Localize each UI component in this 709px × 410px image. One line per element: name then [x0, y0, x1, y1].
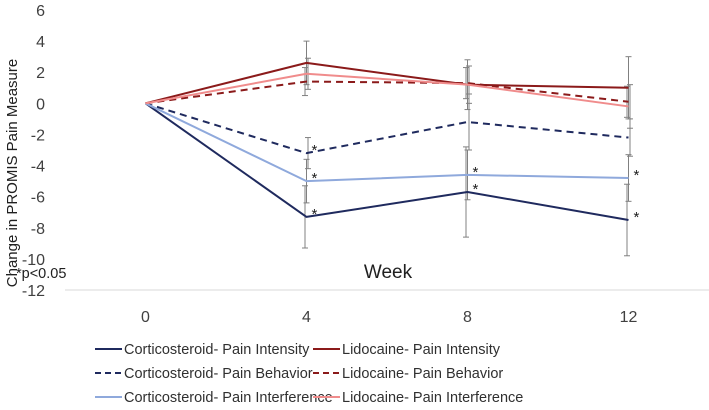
- x-tick-label: 12: [620, 309, 638, 326]
- y-tick-label: -8: [31, 221, 45, 238]
- y-tick-label: 2: [36, 65, 45, 82]
- significance-annotation: *p<0.05: [16, 266, 66, 282]
- significance-star: *: [473, 164, 479, 181]
- significance-star: *: [634, 209, 640, 226]
- x-axis-label: Week: [364, 262, 413, 283]
- error-bar: [627, 84, 633, 129]
- y-tick-label: 0: [36, 96, 45, 113]
- legend: Corticosteroid- Pain Intensity Lidocaine-…: [95, 342, 523, 406]
- y-axis: 6 4 2 0 -2 -4 -6 -8 -10 -12: [22, 3, 45, 300]
- series-line: [145, 80, 629, 105]
- significance-markers: ***** * *: [312, 142, 640, 226]
- legend-label: Corticosteroid- Pain Intensity: [124, 342, 310, 358]
- error-bar: [463, 67, 469, 100]
- legend-label: Lidocaine- Pain Behavior: [342, 366, 503, 382]
- series-line: [145, 72, 629, 108]
- legend-entry: Corticosteroid- Pain Interference: [95, 390, 333, 406]
- legend-label: Corticosteroid- Pain Behavior: [124, 366, 313, 382]
- legend-label: Lidocaine- Pain Intensity: [342, 342, 501, 358]
- significance-star: *: [312, 170, 318, 187]
- series-line: [144, 102, 629, 221]
- legend-entry: Lidocaine- Pain Intensity: [313, 342, 501, 358]
- y-tick-label: -12: [22, 283, 45, 300]
- significance-star: *: [634, 167, 640, 184]
- x-tick-label: 8: [463, 309, 472, 326]
- x-tick-label: 4: [302, 309, 311, 326]
- error-bars: [302, 40, 633, 257]
- series-line: [145, 61, 629, 105]
- y-tick-label: -6: [31, 190, 45, 207]
- legend-entry: Corticosteroid- Pain Behavior: [95, 366, 313, 382]
- y-axis-label: Change in PROMIS Pain Measure: [4, 59, 21, 287]
- legend-entry: Corticosteroid- Pain Intensity: [95, 342, 310, 358]
- significance-star: *: [312, 206, 318, 223]
- x-tick-label: 0: [141, 309, 150, 326]
- x-axis: 0 4 8 12: [65, 289, 709, 326]
- significance-star: *: [473, 181, 479, 198]
- legend-entry: Lidocaine- Pain Interference: [313, 390, 523, 406]
- significance-star: *: [312, 142, 318, 159]
- legend-entry: Lidocaine- Pain Behavior: [313, 366, 503, 382]
- y-tick-label: -2: [31, 127, 45, 144]
- y-tick-label: 6: [36, 3, 45, 20]
- legend-label: Corticosteroid- Pain Interference: [124, 390, 333, 406]
- y-tick-label: 4: [36, 34, 45, 51]
- series-lines: [144, 61, 629, 221]
- series-line: [145, 102, 629, 155]
- legend-label: Lidocaine- Pain Interference: [342, 390, 523, 406]
- y-tick-label: -4: [31, 159, 45, 176]
- y-tick-label: -10: [22, 252, 45, 269]
- series-line: [145, 102, 629, 183]
